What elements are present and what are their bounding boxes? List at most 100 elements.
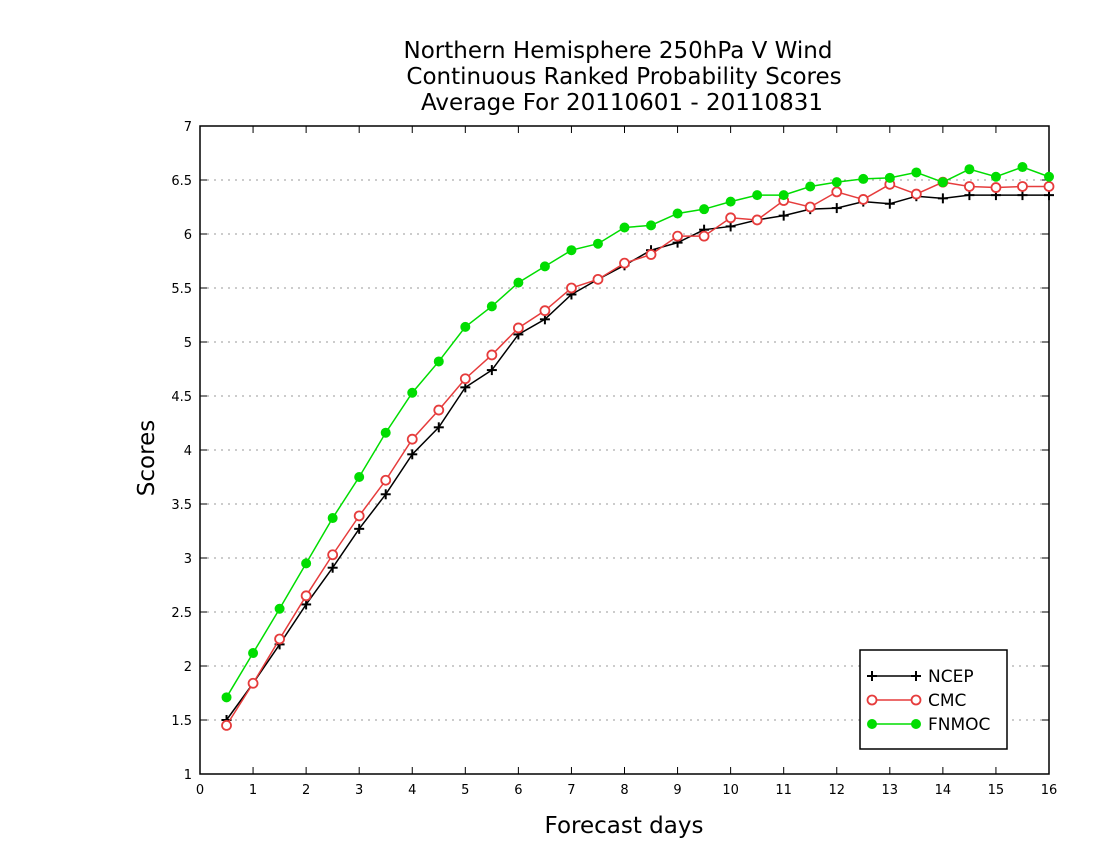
x-tick-label: 15: [988, 783, 1005, 798]
axis-ticks: 11.522.533.544.555.566.570 1 2 3 4 5 6 7 8 9 10 11 1…: [171, 120, 1057, 798]
fnmoc-point: [752, 190, 763, 201]
ncep-point: [486, 365, 497, 376]
fnmoc-point: [831, 177, 842, 188]
fnmoc-point: [248, 648, 259, 659]
y-tick-label: 7: [184, 120, 192, 135]
fnmoc-point: [566, 245, 577, 256]
x-tick-label: 14: [935, 783, 952, 798]
y-tick-label: 2: [184, 660, 192, 675]
cmc-point: [804, 201, 816, 213]
fnmoc-point: [911, 167, 922, 178]
ncep-point: [433, 422, 444, 433]
y-axis-label: Scores: [134, 420, 160, 496]
x-tick-label: 6: [514, 783, 522, 798]
legend-item-fnmoc: FNMOC: [867, 715, 990, 735]
y-tick-label: 1.5: [171, 714, 192, 729]
fnmoc-point: [646, 220, 657, 231]
title-line-2: Continuous Ranked Probability Scores: [406, 64, 841, 90]
legend-label: NCEP: [928, 667, 974, 687]
x-tick-label: 9: [673, 783, 681, 798]
legend-cmc-start-point: [866, 694, 878, 706]
cmc-point: [566, 282, 577, 294]
ncep-point: [778, 210, 789, 221]
cmc-point: [406, 433, 418, 445]
y-tick-label: 5.5: [171, 282, 192, 297]
fnmoc-point: [301, 558, 312, 569]
cmc-point: [592, 273, 604, 285]
fnmoc-point: [990, 171, 1001, 182]
legend-label: CMC: [928, 691, 966, 711]
fnmoc-point: [672, 208, 683, 219]
title-line-1: Northern Hemisphere 250hPa V Wind: [404, 38, 833, 64]
ncep-point: [380, 489, 391, 500]
cmc-point: [221, 720, 232, 731]
y-tick-label: 1: [184, 768, 192, 783]
legend-item-ncep: NCEP: [867, 667, 974, 687]
fnmoc-point: [539, 261, 550, 272]
cmc-point: [327, 549, 339, 561]
y-tick-label: 3: [184, 552, 192, 567]
title-line-3: Average For 20110601 - 20110831: [421, 90, 823, 116]
x-axis-label: Forecast days: [545, 813, 704, 839]
ncep-point: [354, 523, 365, 534]
fnmoc-point: [699, 204, 710, 215]
cmc-point: [1043, 181, 1055, 192]
fnmoc-point: [221, 692, 232, 703]
cmc-point: [1017, 181, 1028, 192]
ncep-point: [884, 198, 895, 209]
cmc-point: [725, 212, 737, 224]
fnmoc-point: [327, 513, 338, 524]
fnmoc-point: [354, 472, 365, 482]
ncep-point: [937, 193, 948, 204]
cmc-point: [486, 349, 498, 361]
y-tick-label: 5: [184, 336, 192, 351]
cmc-point: [459, 373, 471, 385]
cmc-point: [910, 188, 922, 200]
series-cmc-line: [225, 181, 1049, 726]
fnmoc-point: [778, 190, 789, 201]
cmc-point: [857, 194, 869, 205]
cmc-point: [353, 510, 365, 522]
fnmoc-point: [964, 164, 975, 175]
x-tick-label: 12: [828, 783, 845, 798]
cmc-point: [831, 186, 843, 198]
ncep-point: [327, 562, 338, 573]
legend: NCEP CMC FNMOC: [859, 649, 1008, 750]
cmc-point: [247, 677, 259, 689]
y-tick-label: 4: [184, 444, 192, 459]
x-tick-label: 11: [775, 783, 792, 798]
x-tick-label: 16: [1041, 783, 1058, 798]
x-tick-label: 10: [722, 783, 739, 798]
legend-item-cmc: CMC: [866, 691, 966, 711]
fnmoc-point: [1017, 162, 1028, 173]
cmc-point: [300, 590, 312, 602]
series-ncep-line: [225, 194, 1049, 721]
cmc-point: [380, 474, 392, 486]
x-tick-label: 0: [196, 783, 204, 798]
legend-label: FNMOC: [928, 715, 990, 735]
legend-fnmoc-end-point: [911, 719, 921, 729]
fnmoc-point: [433, 356, 444, 367]
x-tick-label: 7: [567, 783, 575, 798]
cmc-point: [698, 230, 710, 242]
x-tick-label: 2: [302, 783, 310, 798]
legend-fnmoc-start-point: [867, 719, 877, 729]
cmc-point: [990, 182, 1002, 193]
y-tick-label: 4.5: [171, 390, 192, 405]
cmc-point: [619, 257, 630, 269]
x-tick-label: 5: [461, 783, 469, 798]
ncep-point: [831, 203, 842, 214]
y-tick-label: 6: [184, 228, 192, 243]
cmc-point: [512, 322, 524, 334]
cmc-point: [433, 404, 445, 416]
y-tick-label: 2.5: [171, 606, 192, 621]
legend-cmc-end-point: [910, 694, 922, 706]
fnmoc-point: [858, 173, 869, 184]
fnmoc-point: [805, 181, 816, 192]
x-tick-label: 8: [620, 783, 628, 798]
fnmoc-point: [725, 196, 736, 207]
series-fnmoc-line: [225, 166, 1050, 698]
fnmoc-point: [407, 387, 418, 398]
cmc-point: [672, 230, 683, 242]
fnmoc-point: [884, 172, 895, 183]
